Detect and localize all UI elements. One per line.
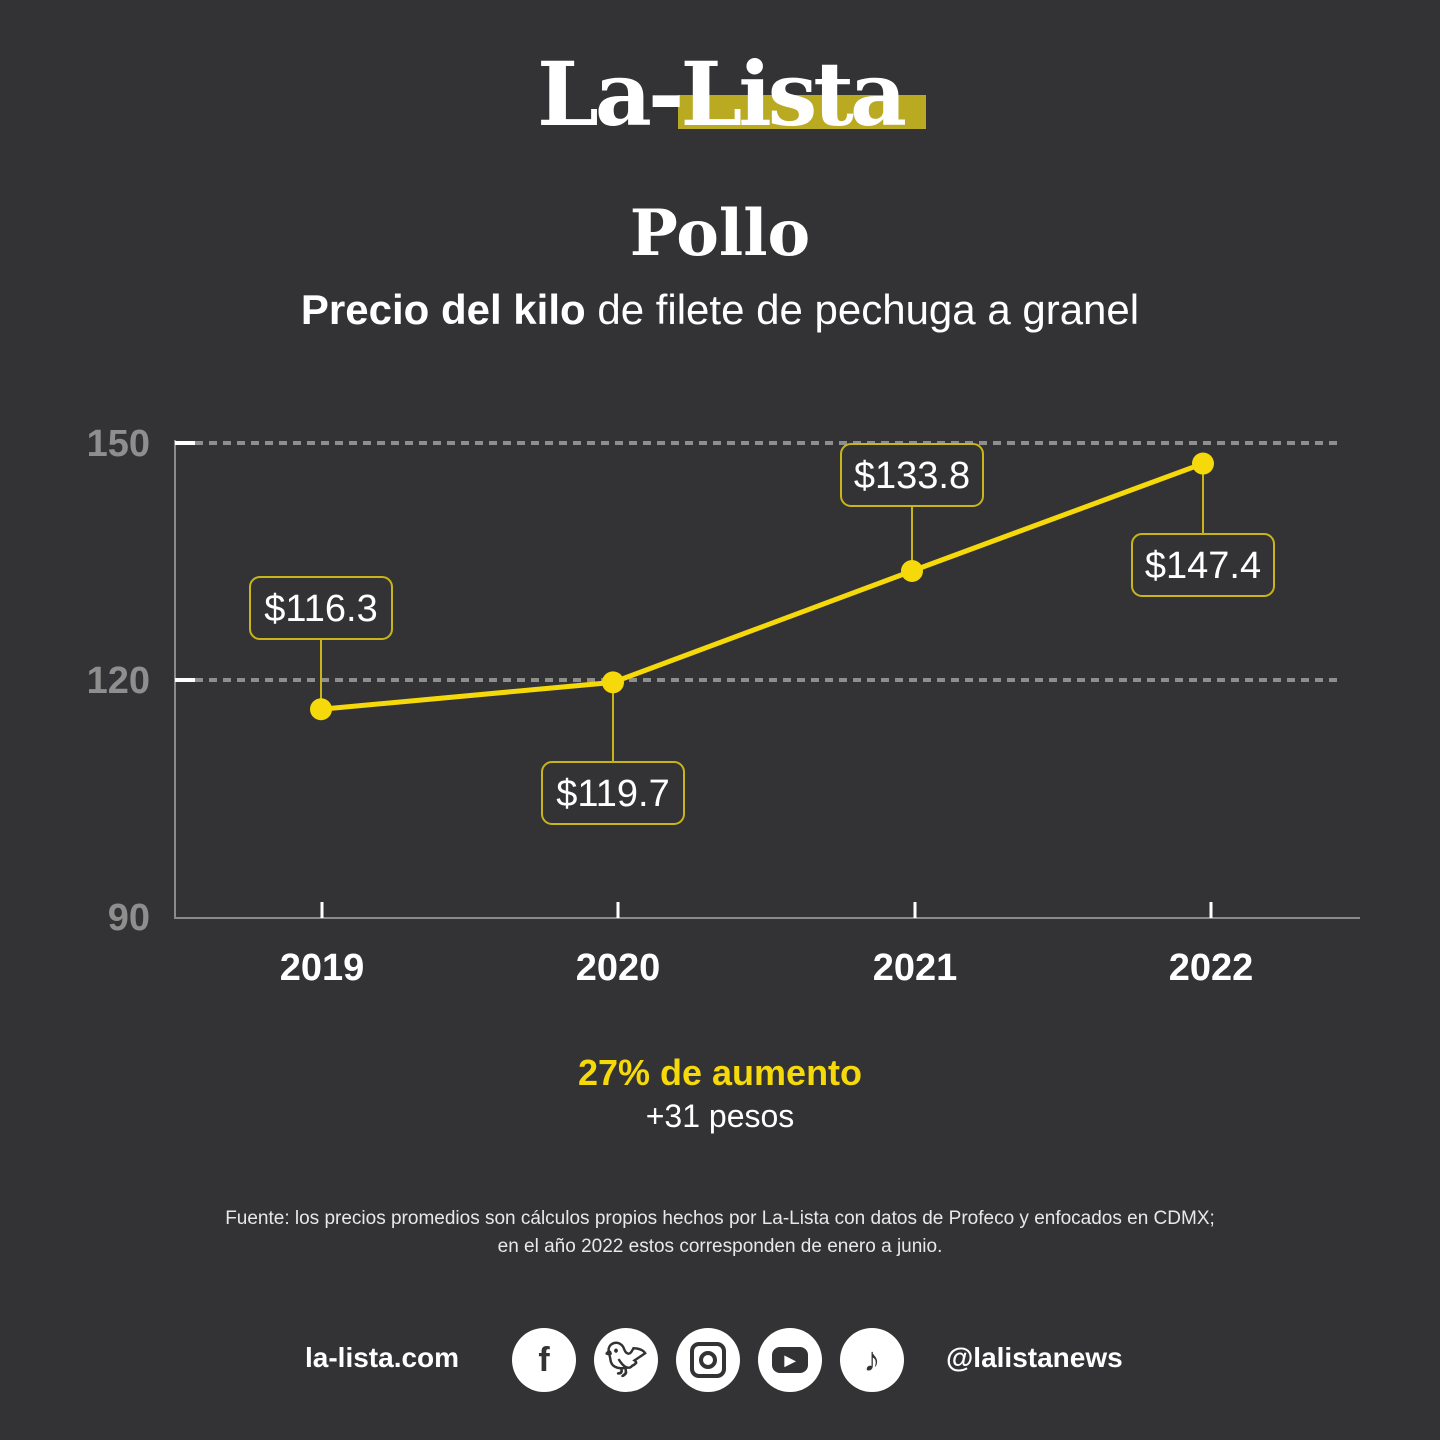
- youtube-icon[interactable]: ▶: [758, 1328, 822, 1392]
- data-label: $119.7: [556, 773, 669, 815]
- data-point: [901, 559, 923, 582]
- data-point: [1192, 452, 1214, 475]
- series-line: [320, 461, 1204, 712]
- data-point: [310, 698, 332, 721]
- source-note: Fuente: los precios promedios son cálcul…: [0, 1205, 1440, 1261]
- source-line-2: en el año 2022 estos corresponden de ene…: [497, 1236, 943, 1257]
- data-label-box: [840, 443, 984, 507]
- data-label-box: [541, 761, 685, 825]
- data-label-box: [1131, 533, 1275, 597]
- website-link[interactable]: la-lista.com: [305, 1342, 460, 1373]
- summary-detail: +31 pesos: [645, 1098, 795, 1134]
- social-handle[interactable]: @lalistanews: [946, 1342, 1123, 1373]
- source-line-1: Fuente: los precios promedios son cálcul…: [225, 1208, 1215, 1229]
- data-label: $147.4: [1145, 545, 1261, 587]
- footer: la-lista.com f 🐦︎ ▶ ♪ @lalistanews: [0, 1326, 1440, 1392]
- facebook-icon[interactable]: f: [512, 1328, 576, 1392]
- instagram-icon[interactable]: [676, 1328, 740, 1392]
- twitter-icon[interactable]: 🐦︎: [594, 1328, 658, 1392]
- line-chart: 90 120 150 2019 2020 2021 2022 $116.3 $119.7 $133…: [87, 423, 1360, 989]
- x-tick-label: 2019: [280, 947, 365, 989]
- page-title: Pollo: [629, 196, 811, 271]
- tiktok-icon[interactable]: ♪: [840, 1328, 904, 1392]
- logo-accent-bar: [678, 95, 926, 129]
- data-point: [602, 671, 624, 694]
- y-tick-label: 90: [108, 897, 150, 939]
- x-tick-label: 2021: [873, 947, 958, 989]
- subtitle-bold: Precio del kilo: [300, 286, 586, 333]
- y-tick-label: 150: [87, 423, 150, 465]
- subtitle-rest: de filete de pechuga a granel: [585, 286, 1140, 333]
- x-tick-label: 2020: [576, 947, 661, 989]
- data-label: $133.8: [854, 455, 970, 497]
- subtitle: Precio del kilo de filete de pechuga a g…: [0, 286, 1440, 334]
- logo-text: La-Lista: [537, 42, 907, 146]
- data-label: $116.3: [264, 588, 377, 630]
- logo: La-Lista: [0, 0, 1440, 144]
- data-label-box: [249, 576, 393, 640]
- x-tick-label: 2022: [1169, 947, 1254, 989]
- summary-headline: 27% de aumento: [577, 1052, 863, 1093]
- y-tick-label: 120: [87, 660, 150, 702]
